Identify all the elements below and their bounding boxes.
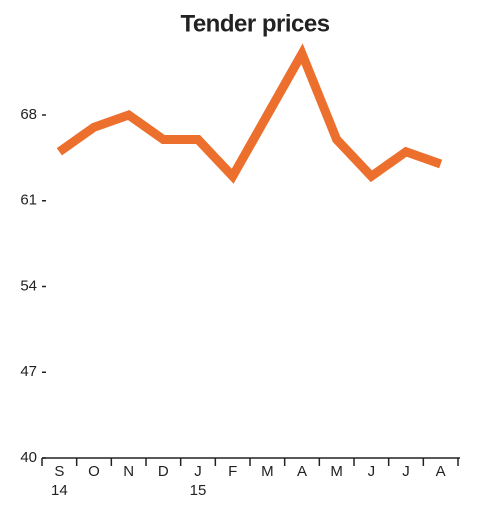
x-tick-label: M xyxy=(261,463,274,480)
x-tick-label: A xyxy=(297,463,307,480)
x-tick-label: J xyxy=(194,463,202,480)
y-tick-label: 54 xyxy=(20,277,37,294)
x-tick-label: O xyxy=(88,463,100,480)
x-tick-label: F xyxy=(228,463,237,480)
y-tick-label: 47 xyxy=(20,363,37,380)
x-tick-label: J xyxy=(402,463,410,480)
chart-title: Tender prices xyxy=(180,10,329,37)
x-tick-label: N xyxy=(123,463,134,480)
x-year-label: 14 xyxy=(51,482,68,499)
y-tick-label: 61 xyxy=(20,192,37,209)
x-tick-label: A xyxy=(436,463,446,480)
x-tick-label: S xyxy=(54,463,64,480)
x-tick-label: J xyxy=(368,463,376,480)
y-tick-label: 68 xyxy=(20,106,37,123)
data-line xyxy=(56,43,443,184)
x-year-label: 15 xyxy=(190,482,207,499)
x-tick-label: M xyxy=(330,463,343,480)
y-tick-label: 40 xyxy=(20,449,37,466)
x-tick-label: D xyxy=(158,463,169,480)
